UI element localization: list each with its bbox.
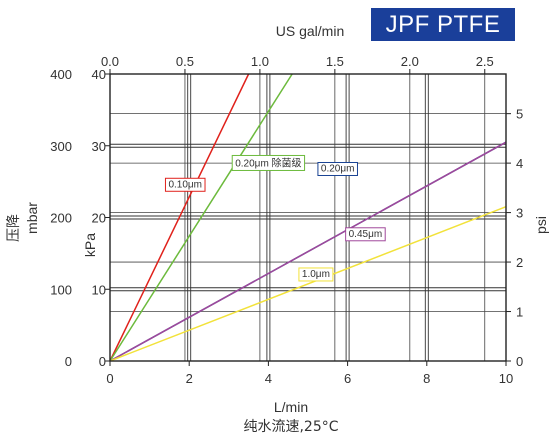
labels-layer: 0.10μm 0.20μm 除菌级 0.20μm 0.45μm 1.0μm <box>164 154 386 282</box>
series-label: 0.20μm 除菌级 <box>235 156 301 169</box>
psi-tick-label: 3 <box>516 206 523 221</box>
series-label-group-2: 0.20μm <box>317 161 358 176</box>
mbar-tick-label: 400 <box>50 67 72 82</box>
series-label: 0.20μm <box>321 163 355 174</box>
kpa-tick-label: 0 <box>99 354 106 369</box>
x-tick-label: 6 <box>344 371 351 386</box>
series-label-box <box>298 267 334 282</box>
series-label-box <box>345 227 386 242</box>
series-label-box <box>231 154 306 171</box>
series-layer <box>109 73 507 362</box>
kpa-tick-label: 10 <box>92 282 106 297</box>
x-tick-label: 8 <box>423 371 430 386</box>
top-tick-label: 1.0 <box>251 54 269 69</box>
ticks-layer: 0 2 4 6 8 100.0 0.5 1.0 1.5 2.0 2.5010203040010020… <box>50 54 523 386</box>
kpa-tick-label: 20 <box>92 211 106 226</box>
x-tick-label: 4 <box>265 371 272 386</box>
series-label-box <box>164 177 206 192</box>
series-line-1 <box>109 73 293 362</box>
series-label: 0.10μm <box>168 179 202 190</box>
series-label: 1.0μm <box>302 269 330 280</box>
series-label-group-4: 1.0μm <box>298 267 334 282</box>
psi-tick-label: 1 <box>516 305 523 320</box>
psi-axis-title: psi <box>533 216 549 234</box>
top-x-axis-title: US gal/min <box>276 23 344 39</box>
top-tick-label: 2.5 <box>476 54 494 69</box>
x-tick-label: 10 <box>499 371 513 386</box>
kpa-tick-label: 30 <box>92 139 106 154</box>
x-axis-subtitle: 纯水流速,25°C <box>243 419 338 435</box>
kpa-axis-title: kPa <box>82 233 98 257</box>
psi-tick-label: 0 <box>516 354 523 369</box>
x-axis-title: L/min <box>274 399 308 415</box>
series-line-4 <box>109 206 507 362</box>
series-label-box <box>317 161 358 176</box>
series-label-group-0: 0.10μm <box>164 177 206 192</box>
psi-tick-label: 5 <box>516 107 523 122</box>
top-tick-label: 0.0 <box>101 54 119 69</box>
x-tick-label: 2 <box>186 371 193 386</box>
top-tick-label: 1.5 <box>326 54 344 69</box>
series-line-3 <box>109 141 507 362</box>
kpa-tick-label: 40 <box>92 67 106 82</box>
top-tick-label: 0.5 <box>176 54 194 69</box>
x-tick-label: 0 <box>106 371 113 386</box>
top-tick-label: 2.0 <box>401 54 419 69</box>
mbar-axis-title-cn: 压降 <box>6 214 22 242</box>
psi-tick-label: 4 <box>516 156 523 171</box>
series-label-group-3: 0.45μm <box>345 227 386 242</box>
series-label-group-1: 0.20μm 除菌级 <box>231 154 306 171</box>
mbar-tick-label: 200 <box>50 211 72 226</box>
series-line-0 <box>109 73 250 362</box>
mbar-tick-label: 300 <box>50 139 72 154</box>
grid-layer <box>110 74 506 361</box>
psi-tick-label: 2 <box>516 255 523 270</box>
mbar-tick-label: 100 <box>50 282 72 297</box>
plot-frame <box>109 73 507 362</box>
series-label: 0.45μm <box>349 229 383 240</box>
mbar-axis-title-unit: mbar <box>24 202 40 234</box>
mbar-tick-label: 0 <box>65 354 72 369</box>
frame-layer <box>109 73 507 362</box>
brand-badge: JPF PTFE <box>371 8 515 41</box>
